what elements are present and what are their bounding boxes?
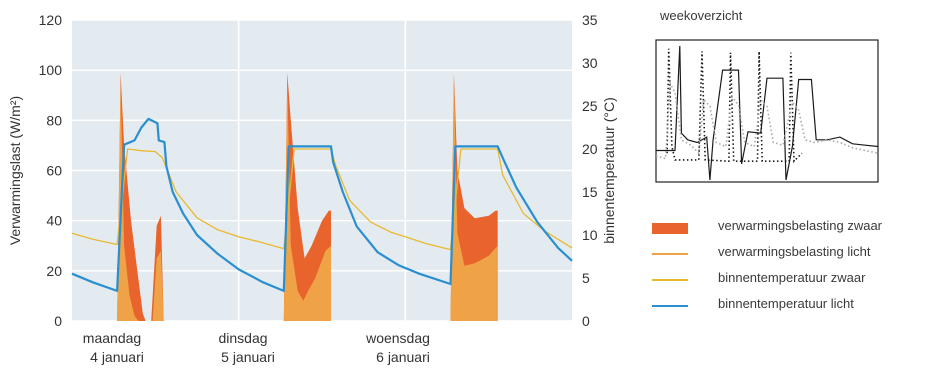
y-axis-label-left: Verwarmingslast (W/m²) (7, 96, 23, 245)
inset-series-1 (666, 48, 803, 164)
x-date-label: 5 januari (221, 349, 275, 365)
legend-item-zwaar-belasting: verwarmingsbelasting zwaar (648, 218, 943, 238)
series-area-verwarmingsbelasting-licht (117, 80, 498, 321)
x-day-label: dinsdag (218, 330, 267, 346)
y-tick-label-right: 5 (582, 270, 590, 286)
inset-series-2 (655, 80, 879, 160)
x-day-label: woensdag (365, 330, 430, 346)
y-tick-label-right: 35 (582, 12, 598, 28)
y-tick-label-right: 25 (582, 98, 598, 114)
legend-item-licht-temperatuur: binnentemperatuur licht (648, 296, 943, 316)
y-tick-label-left: 120 (39, 12, 63, 28)
legend-swatch (652, 253, 688, 255)
y-tick-label-left: 0 (54, 313, 62, 329)
y-tick-label-right: 0 (582, 313, 590, 329)
series-line-binnentemperatuur-zwaar (71, 148, 573, 251)
legend-item-licht-belasting: verwarmingsbelasting licht (648, 244, 943, 264)
y-tick-label-right: 15 (582, 184, 598, 200)
y-tick-label-left: 100 (39, 62, 63, 78)
legend-item-zwaar-temperatuur: binnentemperatuur zwaar (648, 270, 943, 290)
legend-swatch (652, 279, 688, 281)
series-line-binnentemperatuur-licht (71, 117, 573, 292)
inset-title: weekoverzicht (660, 8, 743, 23)
x-date-label: 6 januari (376, 349, 430, 365)
y-tick-label-right: 30 (582, 55, 598, 71)
y-tick-label-left: 80 (46, 112, 62, 128)
x-date-label: 4 januari (90, 349, 144, 365)
inset-frame (655, 39, 879, 183)
y-tick-label-left: 20 (46, 263, 62, 279)
legend-swatch (652, 305, 688, 307)
legend-label: binnentemperatuur licht (718, 296, 854, 311)
x-day-label: maandag (83, 330, 141, 346)
y-tick-label-left: 40 (46, 213, 62, 229)
legend-label: binnentemperatuur zwaar (718, 270, 866, 285)
legend-label: verwarmingsbelasting licht (718, 244, 871, 259)
inset-chart (655, 39, 879, 183)
y-tick-label-left: 60 (46, 163, 62, 179)
y-tick-label-right: 20 (582, 141, 598, 157)
y-tick-label-right: 10 (582, 227, 598, 243)
legend-swatch (652, 223, 688, 234)
y-axis-label-right: binnentemperatuur (°C) (601, 97, 617, 243)
legend-label: verwarmingsbelasting zwaar (718, 218, 883, 233)
